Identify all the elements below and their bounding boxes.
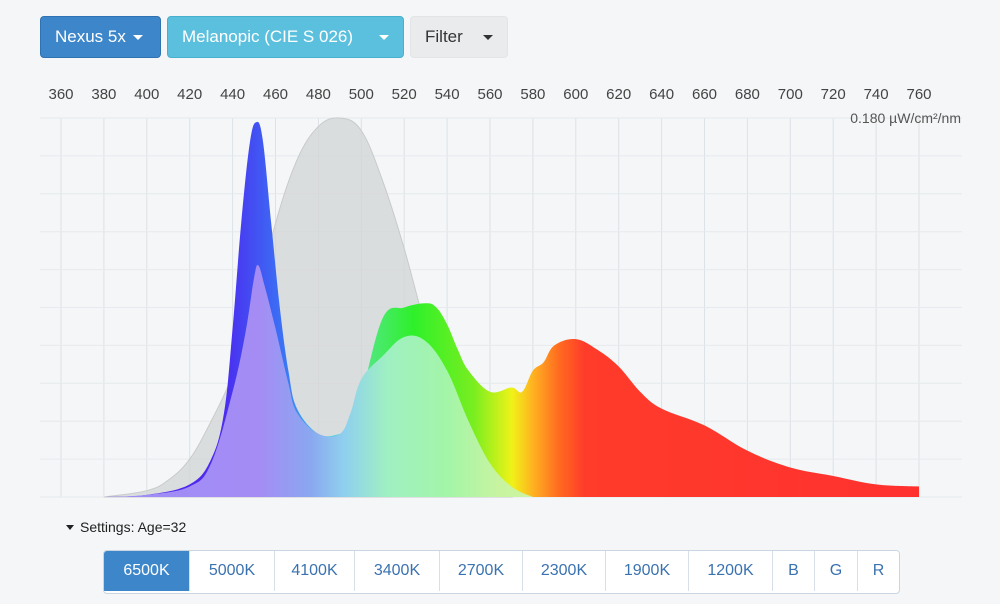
x-tick-label: 740 [864,86,889,103]
x-tick-label: 420 [177,86,202,103]
preset-button-5000k[interactable]: 5000K [190,551,275,591]
melanopic-weighted-area [103,264,533,497]
preset-button-r[interactable]: R [858,551,899,591]
x-tick-label: 480 [306,86,331,103]
preset-button-g[interactable]: G [815,551,858,591]
curve-dropdown-label: Melanopic (CIE S 026) [182,27,354,46]
x-tick-label: 640 [649,86,674,103]
x-tick-label: 660 [692,86,717,103]
chevron-down-icon [483,34,493,40]
device-dropdown-label: Nexus 5x [55,27,126,46]
x-tick-label: 380 [91,86,116,103]
preset-button-2300k[interactable]: 2300K [523,551,606,591]
x-tick-labels: 360 380 400 420 440 460 480 500 520 540 560 580 600 6… [48,86,931,103]
x-tick-label: 500 [349,86,374,103]
x-tick-label: 400 [134,86,159,103]
caret-down-icon [66,524,74,530]
x-tick-label: 440 [220,86,245,103]
preset-button-group: 6500K 5000K 4100K 3400K 2700K 2300K 1900K 1200K… [103,550,900,594]
x-tick-label: 360 [48,86,73,103]
x-tick-label: 760 [906,86,931,103]
settings-toggle[interactable]: Settings: Age=32 [66,519,186,535]
plot-area [103,117,919,498]
curve-dropdown[interactable]: Melanopic (CIE S 026) [167,16,404,58]
preset-button-3400k[interactable]: 3400K [355,551,440,591]
preset-button-1900k[interactable]: 1900K [606,551,689,591]
x-tick-label: 460 [263,86,288,103]
preset-button-4100k[interactable]: 4100K [275,551,355,591]
x-tick-label: 600 [563,86,588,103]
y-max-label: 0.180 µW/cm²/nm [850,110,961,126]
preset-button-1200k[interactable]: 1200K [689,551,773,591]
x-tick-label: 700 [778,86,803,103]
filter-dropdown-label: Filter [425,27,463,46]
preset-button-6500k[interactable]: 6500K [104,551,190,591]
x-tick-label: 520 [392,86,417,103]
spectrum-chart: 360 380 400 420 440 460 480 500 520 540 560 580 600 6… [40,86,962,498]
device-dropdown[interactable]: Nexus 5x [40,16,161,58]
x-tick-label: 680 [735,86,760,103]
x-tick-label: 720 [821,86,846,103]
settings-label: Settings: Age=32 [80,519,187,535]
preset-button-b[interactable]: B [773,551,815,591]
x-tick-label: 560 [477,86,502,103]
preset-button-2700k[interactable]: 2700K [440,551,523,591]
x-tick-label: 620 [606,86,631,103]
x-tick-label: 580 [520,86,545,103]
filter-dropdown[interactable]: Filter [410,16,508,58]
chevron-down-icon [379,34,389,40]
chevron-down-icon [132,34,143,40]
x-tick-label: 540 [435,86,460,103]
